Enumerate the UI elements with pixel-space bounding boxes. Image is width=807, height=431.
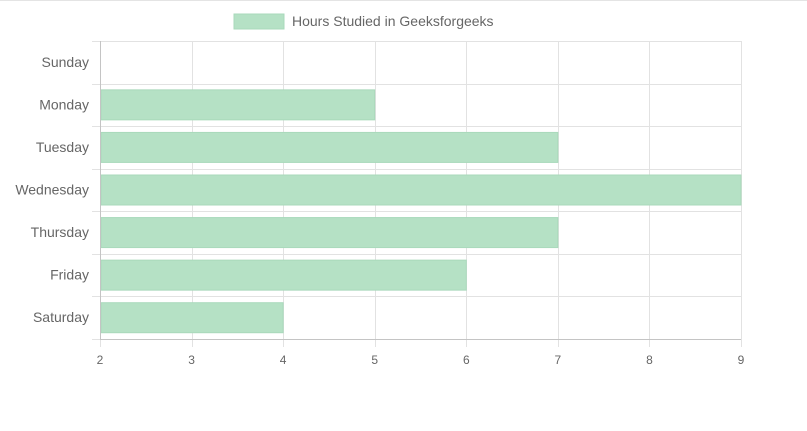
- y-tick-label: Thursday: [31, 224, 89, 240]
- y-tick-label: Friday: [50, 267, 89, 283]
- x-tick-label: 6: [463, 353, 470, 367]
- bars: [100, 89, 742, 334]
- legend[interactable]: Hours Studied in Geeksforgeeks: [233, 13, 494, 30]
- x-tick-label: 2: [97, 353, 104, 367]
- legend-swatch[interactable]: [233, 13, 285, 30]
- y-tick-label: Sunday: [42, 54, 89, 70]
- y-tick-label: Monday: [39, 96, 89, 112]
- x-tick-label: 3: [188, 353, 195, 367]
- y-tick-label: Wednesday: [15, 182, 89, 198]
- x-tick-label: 4: [280, 353, 287, 367]
- bar-tuesday: [100, 131, 559, 163]
- bar-saturday: [100, 302, 284, 334]
- bar-thursday: [100, 217, 559, 249]
- y-tick-label: Tuesday: [36, 139, 89, 155]
- x-tick-label: 7: [555, 353, 562, 367]
- axes: 2 3 4 5 6 7 8 9 Sunday Monday Tuesday Wednesday Thur…: [15, 41, 745, 367]
- bar-monday: [100, 89, 376, 121]
- bar-friday: [100, 259, 467, 291]
- x-tick-label: 8: [646, 353, 653, 367]
- x-tick-label: 5: [371, 353, 378, 367]
- x-tick-label: 9: [738, 353, 745, 367]
- top-divider: [0, 0, 807, 1]
- legend-label[interactable]: Hours Studied in Geeksforgeeks: [292, 13, 494, 29]
- bar-wednesday: [100, 174, 742, 206]
- y-tick-label: Saturday: [33, 309, 89, 325]
